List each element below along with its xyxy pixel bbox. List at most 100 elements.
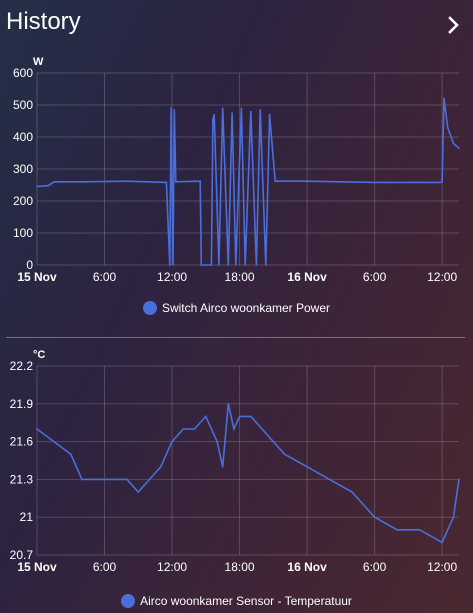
data-point [221,466,224,468]
data-point [272,440,275,443]
data-point [81,478,83,481]
data-point [283,453,286,455]
y-tick-label: 100 [13,226,33,240]
power-legend[interactable]: Switch Airco woonkamer Power [0,301,473,315]
data-point [53,181,55,183]
data-point [233,428,235,430]
y-tick-label: 20.7 [10,548,34,562]
data-point [441,181,443,183]
y-tick-label: 0 [26,258,33,272]
data-point [274,180,277,182]
data-point [172,264,174,266]
data-point [458,147,460,149]
x-tick-label: 6:00 [363,560,387,574]
x-tick-label: 6:00 [93,270,117,284]
data-point [213,113,215,116]
data-point [227,264,230,266]
data-point [443,97,445,100]
data-point [439,181,442,184]
x-tick-label: 18:00 [225,270,255,284]
data-point [36,428,38,430]
legend-dot [142,301,157,315]
y-tick-label: 300 [13,162,33,176]
data-point [47,184,50,187]
data-point [458,478,460,481]
data-point [200,264,203,266]
data-point [351,491,353,493]
data-point [160,466,162,468]
data-point [306,180,308,182]
data-point [175,181,177,183]
x-tick-label: 16 Nov [287,270,327,284]
data-point [148,478,151,481]
data-point [182,428,185,430]
card-title: History [6,8,81,35]
data-point [265,264,267,266]
data-point [126,180,128,182]
data-point [212,118,214,121]
data-point [255,264,258,266]
legend-dot [121,594,136,608]
data-point [250,415,252,418]
card-header: History [0,0,473,50]
data-point [244,264,246,266]
data-point [418,529,421,531]
x-tick-label: 18:00 [225,560,255,574]
y-tick-label: 400 [13,130,33,144]
y-tick-label: 22.2 [10,359,34,373]
data-point [441,541,443,544]
data-point [396,529,398,531]
x-tick-label: 15 Nov [17,270,57,284]
data-point [235,264,237,266]
data-point [199,180,201,182]
data-point [452,516,455,518]
data-point [169,264,171,266]
x-tick-label: 12:00 [427,560,457,574]
data-point [221,107,224,109]
data-point [165,181,168,184]
data-point [261,428,263,430]
data-point [205,415,207,418]
data-point [238,415,241,418]
data-point [227,403,230,405]
data-point [446,126,449,129]
x-tick-label: 6:00 [93,560,117,574]
data-point [170,107,172,109]
data-point [452,142,455,145]
data-point [306,466,308,468]
y-unit-label: W [33,56,44,68]
data-point [250,110,252,113]
y-tick-label: 500 [13,98,33,112]
data-point [137,491,140,493]
x-tick-label: 6:00 [363,270,387,284]
y-tick-label: 21.6 [10,435,34,449]
y-tick-label: 21.3 [10,472,34,486]
y-unit-label: °C [33,349,45,361]
data-point [210,264,213,266]
data-point [171,440,173,443]
chevron-right-icon[interactable] [444,14,464,36]
data-point [373,516,376,518]
chart-divider [6,337,465,338]
data-point [259,109,262,111]
data-point [173,109,176,111]
legend-label: Airco woonkamer Sensor - Temperatuur [140,594,352,608]
y-tick-label: 200 [13,194,33,208]
y-tick-label: 21.9 [10,397,34,411]
data-point [53,440,55,443]
data-point [193,428,196,430]
temperature-legend[interactable]: Airco woonkamer Sensor - Temperatuur [0,594,473,608]
legend-label: Switch Airco woonkamer Power [161,301,331,315]
temperature-chart[interactable]: °C22.2 21.9 21.6 21.3 21 20.715 Nov 6:00 12:00 1… [0,342,473,613]
x-tick-label: 12:00 [157,270,187,284]
x-tick-label: 16 Nov [287,560,327,574]
data-point [36,185,38,188]
series-line [36,98,460,266]
series-line [36,403,460,544]
y-tick-label: 21 [20,510,34,524]
x-tick-label: 15 Nov [17,560,57,574]
x-tick-label: 12:00 [157,560,187,574]
data-point [103,478,106,481]
